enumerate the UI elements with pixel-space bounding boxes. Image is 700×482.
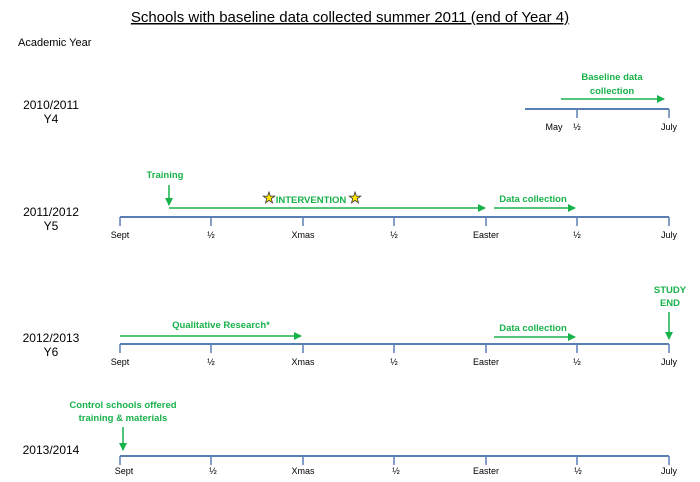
- tick-label: Easter: [473, 466, 499, 476]
- tick-label: ½: [390, 230, 398, 240]
- annotation-label: Data collection: [499, 194, 567, 205]
- tick-label: ½: [207, 357, 215, 367]
- tick-label: July: [661, 122, 678, 132]
- timeline-2013-2014: Sept ½ Xmas ½ Easter ½ July: [115, 455, 678, 476]
- tick-label: ½: [207, 230, 215, 240]
- tick-label: Sept: [115, 466, 134, 476]
- star-icon: [348, 190, 362, 204]
- timeline-2010-2011: May ½ July: [525, 108, 678, 132]
- annotation-label: Qualitative Research*: [172, 320, 270, 331]
- annotation-label: END: [660, 298, 680, 309]
- row-2012-2013: 2012/2013 Y6: [23, 331, 80, 359]
- row-year: 2013/2014: [23, 443, 80, 457]
- annotation-label: collection: [590, 86, 635, 97]
- training: Training: [147, 170, 184, 206]
- tick-label: ½: [574, 466, 582, 476]
- tick-label: ½: [390, 357, 398, 367]
- tick-label: ½: [573, 357, 581, 367]
- data-collection-y5: Data collection: [494, 194, 576, 212]
- row-year: 2012/2013: [23, 331, 80, 345]
- qualitative-research: Qualitative Research*: [120, 320, 302, 340]
- tick-label: ½: [392, 466, 400, 476]
- annotation-label: INTERVENTION: [276, 195, 347, 206]
- row-school-year: Y4: [44, 112, 59, 126]
- tick-label: July: [661, 466, 678, 476]
- tick-label: Easter: [473, 357, 499, 367]
- row-school-year: Y6: [44, 345, 59, 359]
- diagram-title: Schools with baseline data collected sum…: [131, 9, 569, 26]
- study-end: STUDY END: [654, 285, 687, 340]
- row-2013-2014: 2013/2014: [23, 443, 80, 457]
- tick-label: Easter: [473, 230, 499, 240]
- tick-label: July: [661, 230, 678, 240]
- tick-label: ½: [573, 230, 581, 240]
- tick-label: Sept: [111, 230, 130, 240]
- annotation-label: training & materials: [79, 413, 168, 424]
- tick-label: July: [661, 357, 678, 367]
- baseline-data-collection: Baseline data collection: [561, 72, 665, 103]
- tick-label: Xmas: [291, 230, 315, 240]
- annotation-label: STUDY: [654, 285, 687, 296]
- row-year: 2010/2011: [23, 98, 79, 112]
- annotation-label: Data collection: [499, 323, 567, 334]
- intervention: INTERVENTION: [169, 190, 486, 212]
- annotation-label: Control schools offered: [69, 400, 176, 411]
- row-2011-2012: 2011/2012 Y5: [23, 205, 79, 233]
- tick-label: ½: [209, 466, 217, 476]
- academic-year-label: Academic Year: [18, 37, 92, 49]
- timeline-2011-2012: Sept ½ Xmas ½ Easter ½ July: [111, 216, 678, 240]
- tick-label: Xmas: [291, 466, 315, 476]
- row-school-year: Y5: [44, 219, 59, 233]
- control-schools-offer: Control schools offered training & mater…: [69, 400, 177, 451]
- data-collection-y6: Data collection: [494, 323, 576, 341]
- row-year: 2011/2012: [23, 205, 79, 219]
- tick-label: Xmas: [291, 357, 315, 367]
- row-2010-2011: 2010/2011 Y4: [23, 98, 79, 126]
- annotation-label: Training: [147, 170, 184, 181]
- tick-label: May: [545, 122, 563, 132]
- tick-label: ½: [573, 122, 581, 132]
- timeline-2012-2013: Sept ½ Xmas ½ Easter ½ July: [111, 343, 678, 367]
- tick-label: Sept: [111, 357, 130, 367]
- annotation-label: Baseline data: [581, 72, 643, 83]
- star-icon: [262, 190, 276, 204]
